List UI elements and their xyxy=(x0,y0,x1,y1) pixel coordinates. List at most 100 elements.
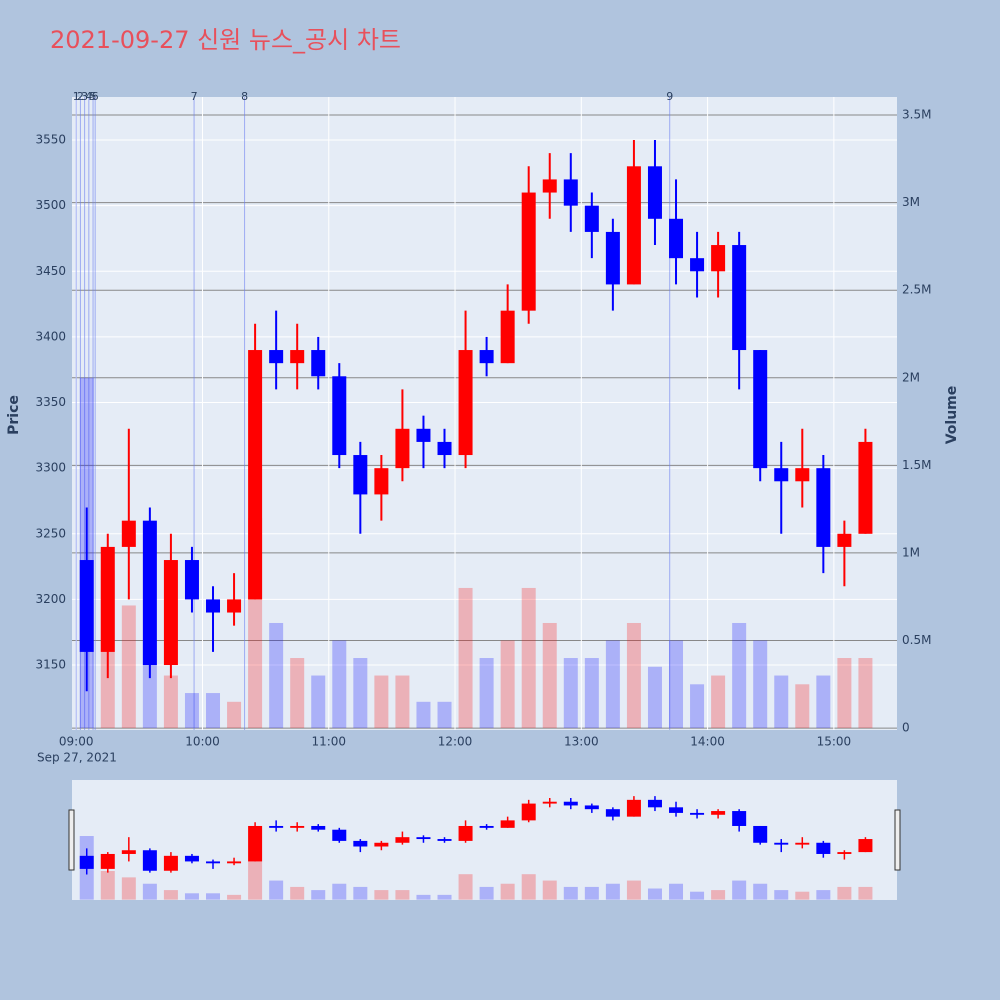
slider-volume-bar xyxy=(795,891,810,900)
candle-body xyxy=(458,350,473,456)
volume-bar xyxy=(521,587,536,729)
slider-body xyxy=(542,801,557,804)
range-handle[interactable] xyxy=(894,809,901,871)
slider-volume-bar xyxy=(248,861,263,900)
candle-body xyxy=(837,533,852,547)
slider-volume-bar xyxy=(584,886,599,900)
slider-body xyxy=(584,805,599,810)
candle-body xyxy=(100,546,115,652)
volume-bar xyxy=(437,701,452,729)
y-tick-label: 3400 xyxy=(35,329,66,343)
slider-volume-bar xyxy=(269,880,284,900)
slider-volume-bar xyxy=(626,880,641,900)
volume-bar xyxy=(732,622,747,729)
candle-body xyxy=(542,179,557,193)
slider-body xyxy=(458,825,473,841)
y2-tick-label: 1M xyxy=(902,545,920,559)
range-handle[interactable] xyxy=(68,809,75,871)
volume-bar xyxy=(184,693,199,729)
y2-tick-label: 0 xyxy=(902,721,910,735)
volume-bar xyxy=(416,701,431,729)
volume-bar xyxy=(711,675,726,729)
x-tick-label: 09:00 xyxy=(59,735,94,749)
slider-body xyxy=(647,799,662,808)
volume-bar xyxy=(753,640,768,729)
y2-tick-label: 1.5M xyxy=(902,458,931,472)
candle-body xyxy=(290,350,305,364)
x-tick-label: 13:00 xyxy=(564,735,599,749)
candle-body xyxy=(395,428,410,469)
slider-volume-bar xyxy=(458,874,473,900)
slider-volume-bar xyxy=(753,883,768,900)
slider-body xyxy=(416,837,431,840)
volume-bar xyxy=(816,675,831,729)
slider-volume-bar xyxy=(227,894,242,900)
volume-bar xyxy=(795,684,810,729)
volume-bar xyxy=(647,666,662,729)
slider-body xyxy=(206,861,221,864)
slider-body xyxy=(290,825,305,828)
y2-tick-label: 0.5M xyxy=(902,633,931,647)
candle-body xyxy=(206,599,221,613)
slider-body xyxy=(858,839,873,853)
slider-body xyxy=(395,837,410,843)
candle-body xyxy=(816,468,831,547)
y2-tick-label: 3M xyxy=(902,195,920,209)
slider-body xyxy=(626,799,641,817)
volume-bar xyxy=(563,658,578,729)
slider-volume-bar xyxy=(816,890,831,900)
slider-volume-bar xyxy=(121,877,136,900)
slider-volume-bar xyxy=(542,880,557,900)
x-tick-label: 11:00 xyxy=(311,735,346,749)
volume-bar xyxy=(500,640,515,729)
slider-body xyxy=(753,825,768,843)
slider-volume-bar xyxy=(732,880,747,900)
news-label: 4 xyxy=(85,90,92,103)
slider-body xyxy=(100,853,115,869)
volume-bar xyxy=(774,675,789,729)
y-tick-label: 3300 xyxy=(35,461,66,475)
y2-axis-label: Volume xyxy=(944,386,960,445)
slider-body xyxy=(732,811,747,826)
volume-bar xyxy=(542,622,557,729)
candle-body xyxy=(142,520,157,666)
candle-body xyxy=(416,428,431,442)
volume-bar xyxy=(206,693,221,729)
slider-body xyxy=(521,803,536,821)
volume-bar xyxy=(311,675,326,729)
news-label: 8 xyxy=(241,90,248,103)
slider-volume-bar xyxy=(711,890,726,900)
slider-volume-bar xyxy=(479,886,494,900)
slider-volume-bar xyxy=(669,883,684,900)
slider-body xyxy=(837,852,852,854)
candle-body xyxy=(563,179,578,206)
slider-volume-bar xyxy=(521,874,536,900)
slider-body xyxy=(248,825,263,862)
range-slider[interactable] xyxy=(72,780,897,900)
volume-bar xyxy=(690,684,705,729)
slider-volume-bar xyxy=(184,893,199,900)
slider-volume-bar xyxy=(332,883,347,900)
slider-body xyxy=(332,829,347,841)
x-tick-label: 14:00 xyxy=(690,735,725,749)
volume-bar xyxy=(121,605,136,729)
slider-volume-bar xyxy=(142,883,157,900)
news-label: 9 xyxy=(666,90,673,103)
candle-body xyxy=(163,560,178,666)
x-tick-label: 10:00 xyxy=(185,735,220,749)
slider-body xyxy=(374,842,389,847)
y-tick-label: 3350 xyxy=(35,395,66,409)
slider-body xyxy=(816,842,831,854)
y2-tick-label: 2M xyxy=(902,370,920,384)
slider-body xyxy=(184,855,199,862)
candle-body xyxy=(753,350,768,469)
slider-body xyxy=(311,825,326,830)
slider-body xyxy=(774,842,789,845)
candle-body xyxy=(858,441,873,534)
slider-volume-bar xyxy=(690,891,705,900)
slider-body xyxy=(437,839,452,841)
slider-volume-bar xyxy=(500,883,515,900)
slider-volume-bar xyxy=(374,890,389,900)
slider-body xyxy=(479,825,494,828)
